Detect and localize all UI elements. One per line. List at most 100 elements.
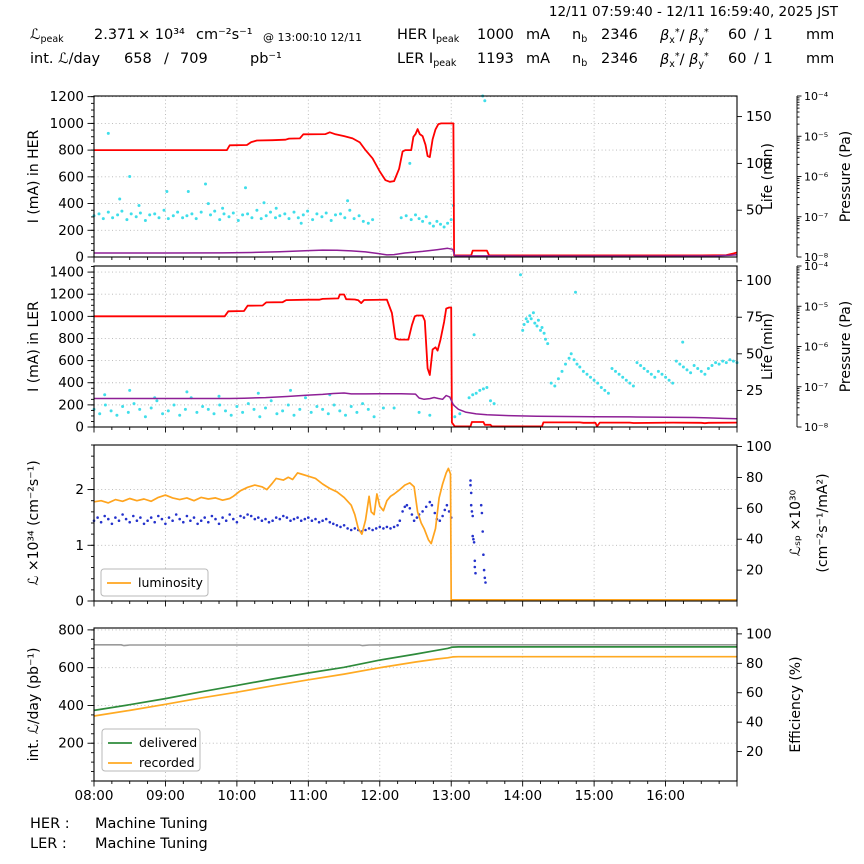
- ler-nb-value: 2346: [601, 51, 638, 67]
- her-ipeak-label: HER Ipeak: [397, 27, 460, 45]
- svg-text:400: 400: [58, 196, 84, 212]
- integrated-luminosity-chart-legend: delivered recorded: [101, 728, 201, 772]
- x-ticks: [93, 781, 738, 787]
- svg-text:1400: 1400: [50, 265, 84, 281]
- svg-text:800: 800: [58, 143, 84, 159]
- right-axis-sublabel: (cm⁻²s⁻¹/mA²): [815, 473, 831, 572]
- ler-current-line: [94, 293, 738, 428]
- x-tick-label: 08:00: [75, 788, 114, 804]
- svg-text:10⁻⁵: 10⁻⁵: [804, 130, 828, 143]
- svg-text:400: 400: [58, 375, 84, 391]
- pressure-axis: 10⁻⁴ 10⁻⁵ 10⁻⁶ 10⁻⁷ 10⁻⁸ Pressure (Pa): [796, 260, 854, 434]
- svg-text:75: 75: [746, 310, 763, 326]
- svg-text:10⁻⁷: 10⁻⁷: [804, 211, 828, 224]
- ler-status-value: Machine Tuning: [95, 836, 208, 852]
- pressure-axis-label: Pressure (Pa): [838, 301, 854, 393]
- svg-text:10⁻⁸: 10⁻⁸: [804, 421, 829, 434]
- svg-text:200: 200: [58, 223, 84, 239]
- plot-frame: [93, 265, 738, 428]
- gridlines: [94, 96, 737, 257]
- luminosity-line: [93, 467, 737, 601]
- pressure-axis-label: Pressure (Pa): [838, 131, 854, 223]
- x-tick-label: 12:00: [360, 788, 399, 804]
- svg-text:10⁻⁴: 10⁻⁴: [804, 260, 829, 273]
- her-status-label: HER :: [30, 816, 70, 832]
- x-ticks: [93, 601, 738, 607]
- x-ticks: [93, 257, 738, 263]
- svg-text:100: 100: [746, 439, 772, 455]
- int-lum-unit: pb⁻¹: [250, 51, 282, 67]
- x-tick-label: 14:00: [503, 788, 542, 804]
- svg-text:10⁻⁶: 10⁻⁶: [804, 171, 829, 184]
- svg-text:80: 80: [746, 470, 763, 486]
- ler-current-chart: 0 200 400 600 800 1000 1200 1400 I (mA) in LER 25…: [26, 260, 854, 436]
- plot-frame: [93, 95, 738, 258]
- int-lum-recorded: 658: [124, 51, 152, 67]
- ler-beta-sep: / 1: [754, 51, 773, 67]
- svg-text:10⁻⁷: 10⁻⁷: [804, 381, 828, 394]
- svg-text:40: 40: [746, 715, 763, 731]
- lpeak-value: 2.371: [94, 27, 136, 43]
- x-tick-label: 09:00: [146, 788, 185, 804]
- her-beta-label: βx*/ βy*: [660, 27, 709, 46]
- svg-text:1200: 1200: [50, 287, 84, 303]
- svg-text:10⁻⁵: 10⁻⁵: [804, 300, 828, 313]
- svg-text:1200: 1200: [50, 89, 84, 105]
- svg-text:100: 100: [746, 156, 772, 172]
- her-nb-value: 2346: [601, 27, 638, 43]
- svg-text:25: 25: [746, 383, 763, 399]
- right-axis-label: ℒₛₚ ×10³⁰: [788, 489, 804, 556]
- x-tick-label: 16:00: [646, 788, 685, 804]
- y-ticks: 0 1 2: [75, 444, 94, 610]
- x-tick-label: 15:00: [575, 788, 614, 804]
- lpeak-label: ℒpeak: [30, 27, 64, 45]
- x-tick-label: 13:00: [432, 788, 471, 804]
- right-axis-label: Life (min): [760, 313, 776, 380]
- x-tick-label: 10:00: [217, 788, 256, 804]
- y-ticks: 0 200 400 600 800 1000 1200: [50, 89, 94, 266]
- her-ipeak-unit: mA: [526, 27, 551, 43]
- lpeak-timestamp: @ 13:00:10 12/11: [263, 31, 363, 44]
- svg-text:10⁻⁴: 10⁻⁴: [804, 90, 829, 103]
- x-tick-label: 11:00: [289, 788, 328, 804]
- int-lum-delivered: 709: [180, 51, 208, 67]
- svg-text:200: 200: [58, 736, 84, 752]
- target-line: [94, 643, 737, 647]
- svg-text:10⁻⁸: 10⁻⁸: [804, 251, 829, 264]
- int-lum-label: int. ℒ/day: [30, 51, 101, 67]
- svg-text:60: 60: [746, 501, 763, 517]
- her-status-value: Machine Tuning: [95, 816, 208, 832]
- int-lum-separator: /: [164, 51, 169, 67]
- right-axis-label: Efficiency (%): [788, 656, 804, 752]
- svg-text:2: 2: [75, 482, 84, 498]
- svg-text:400: 400: [58, 698, 84, 714]
- right-axis: 25 50 75 100 Life (min): [737, 273, 776, 399]
- lpeak-power: × 10³⁴: [138, 27, 185, 43]
- ler-beta-label: βx*/ βy*: [660, 51, 709, 70]
- right-axis: 20 40 60 80 100 ℒₛₚ ×10³⁰ (cm⁻²s⁻¹/mA²): [737, 439, 831, 579]
- svg-text:50: 50: [746, 346, 763, 362]
- luminosity-chart: 0 1 2 ℒ ×10³⁴ (cm⁻²s⁻¹) 20 40 60 80 100 ℒₛₚ ×10³⁰…: [26, 439, 831, 609]
- her-beta-value: 60: [728, 27, 747, 43]
- svg-text:600: 600: [58, 353, 84, 369]
- y-ticks: 0 200 400 600 800 1000 1200 1400: [50, 265, 94, 436]
- her-ipeak-value: 1000: [477, 27, 514, 43]
- ler-beta-unit: mm: [806, 51, 835, 67]
- y-ticks: 200 400 600 800: [58, 622, 94, 782]
- y-axis-label: int. ℒ/day (pb⁻¹): [26, 648, 42, 762]
- svg-text:100: 100: [746, 626, 772, 642]
- svg-text:200: 200: [58, 397, 84, 413]
- her-life-scatter: [92, 94, 487, 229]
- her-current-line: [94, 122, 738, 257]
- integrated-luminosity-chart: 200 400 600 800 int. ℒ/day (pb⁻¹) 20 40 60 80 100…: [26, 622, 804, 804]
- specific-luminosity-scatter: [92, 479, 487, 584]
- ler-pressure-line: [94, 392, 738, 420]
- lpeak-unit: cm⁻²s⁻¹: [196, 27, 253, 43]
- gridlines: [94, 266, 737, 427]
- svg-text:800: 800: [58, 331, 84, 347]
- ler-ipeak-label: LER Ipeak: [397, 51, 457, 69]
- svg-text:100: 100: [746, 273, 772, 289]
- svg-text:0: 0: [75, 250, 84, 266]
- svg-text:0: 0: [75, 420, 84, 436]
- delivered-line: [93, 646, 737, 712]
